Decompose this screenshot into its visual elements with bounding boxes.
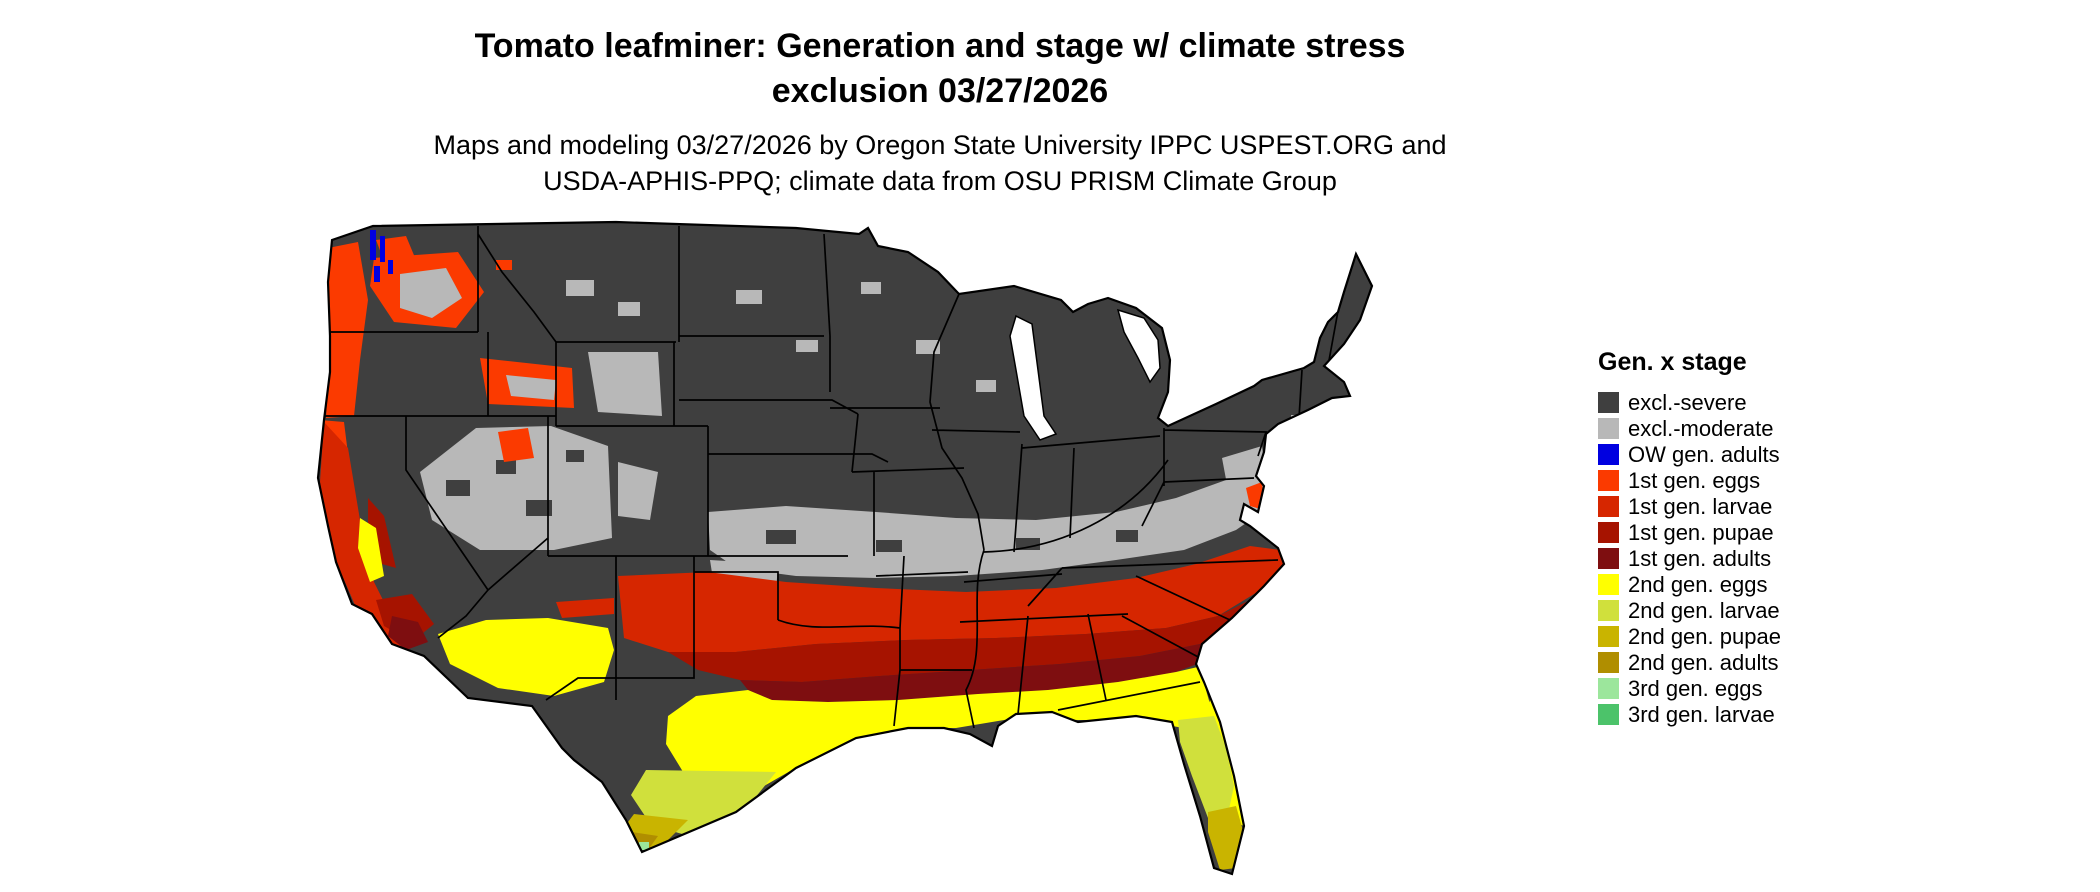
region-ow-adults: [370, 230, 393, 282]
legend-items: excl.-severe excl.-moderate OW gen. adul…: [1598, 390, 1781, 727]
legend-swatch: [1598, 444, 1619, 465]
region-g3-larvae: [1210, 876, 1240, 884]
region-g2-larvae: [631, 716, 1234, 838]
region-g1-pupae: [368, 498, 1272, 682]
legend-item: 1st gen. adults: [1598, 546, 1781, 571]
legend-swatch: [1598, 548, 1619, 569]
legend-item: 2nd gen. pupae: [1598, 624, 1781, 649]
legend-item-label: OW gen. adults: [1628, 441, 1780, 467]
map-title-line2: exclusion 03/27/2026: [771, 72, 1109, 110]
legend-swatch: [1598, 392, 1619, 413]
legend-item-label: 2nd gen. larvae: [1628, 597, 1780, 623]
legend-item-label: 1st gen. adults: [1628, 545, 1772, 571]
legend-item: 1st gen. larvae: [1598, 494, 1781, 519]
legend-item: 1st gen. eggs: [1598, 468, 1781, 493]
map-subtitle-line1: Maps and modeling 03/27/2026 by Oregon S…: [433, 130, 1447, 160]
legend-item-label: 1st gen. pupae: [1628, 519, 1774, 545]
legend-swatch: [1598, 574, 1619, 595]
legend-title: Gen. x stage: [1598, 348, 1747, 376]
legend-item-label: 2nd gen. adults: [1628, 649, 1779, 675]
map-subtitle-line2: USDA-APHIS-PPQ; climate data from OSU PR…: [543, 166, 1337, 196]
legend-item: excl.-moderate: [1598, 416, 1781, 441]
region-g3-eggs: [639, 842, 649, 850]
legend-item-label: excl.-moderate: [1628, 415, 1774, 441]
legend-item-label: 3rd gen. eggs: [1628, 675, 1763, 701]
map-title: Tomato leafminer: Generation and stage w…: [240, 24, 1640, 114]
lake-michigan: [1009, 314, 1058, 441]
legend-item: 2nd gen. larvae: [1598, 598, 1781, 623]
legend-swatch: [1598, 678, 1619, 699]
legend-item: 3rd gen. eggs: [1598, 676, 1781, 701]
legend-item: 2nd gen. eggs: [1598, 572, 1781, 597]
legend-swatch: [1598, 470, 1619, 491]
region-g1-adults: [388, 616, 1248, 702]
region-g1-larvae: [320, 422, 1284, 652]
legend-item: OW gen. adults: [1598, 442, 1781, 467]
map-stage-regions: [320, 230, 1311, 884]
legend-item: excl.-severe: [1598, 390, 1781, 415]
legend-item: 1st gen. pupae: [1598, 520, 1781, 545]
legend-item-label: 3rd gen. larvae: [1628, 701, 1775, 727]
map-legend: Gen. x stage excl.-severe excl.-moderate…: [1598, 348, 1781, 728]
region-excl-moderate: [420, 280, 1311, 592]
legend-swatch: [1598, 418, 1619, 439]
legend-item-label: excl.-severe: [1628, 389, 1747, 415]
legend-swatch: [1598, 496, 1619, 517]
legend-swatch: [1598, 652, 1619, 673]
legend-item-label: 1st gen. larvae: [1628, 493, 1773, 519]
region-excl-moderate-overlay: [400, 268, 556, 400]
region-g1-eggs: [320, 236, 1264, 510]
legend-swatch: [1598, 522, 1619, 543]
us-distribution-map: [316, 220, 1374, 884]
legend-item-label: 2nd gen. eggs: [1628, 571, 1768, 597]
map-title-line1: Tomato leafminer: Generation and stage w…: [474, 27, 1406, 65]
legend-item-label: 2nd gen. pupae: [1628, 623, 1781, 649]
state-boundaries: [322, 226, 1341, 729]
great-lakes: [1009, 308, 1161, 441]
legend-item: 2nd gen. adults: [1598, 650, 1781, 675]
legend-item: 3rd gen. larvae: [1598, 702, 1781, 727]
legend-swatch: [1598, 704, 1619, 725]
legend-swatch: [1598, 626, 1619, 647]
legend-swatch: [1598, 600, 1619, 621]
legend-item-label: 1st gen. eggs: [1628, 467, 1761, 493]
map-subtitle: Maps and modeling 03/27/2026 by Oregon S…: [240, 127, 1640, 199]
lake-huron: [1116, 308, 1161, 384]
